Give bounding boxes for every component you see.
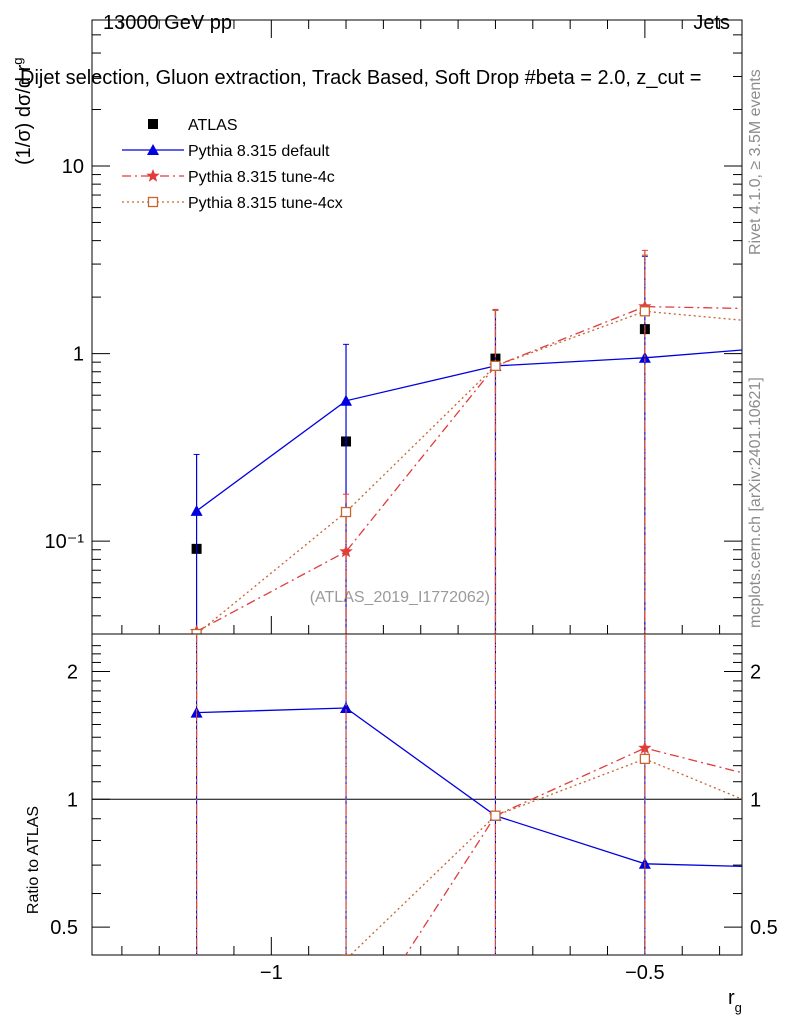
series-line <box>196 305 742 633</box>
data-point <box>191 628 202 634</box>
ratio-data-point <box>340 702 353 714</box>
ratio-series-line <box>404 747 742 955</box>
ratio-y-tick-label-right: 2 <box>750 661 761 683</box>
ratio-data-point <box>192 988 201 997</box>
legend-label: Pythia 8.315 tune-4c <box>188 169 335 186</box>
rivet-version-label: Rivet 4.1.0, ≥ 3.5M events <box>747 69 764 255</box>
ratio-frame <box>91 633 743 956</box>
data-point <box>638 351 651 363</box>
data-point <box>339 544 353 558</box>
legend-marker <box>146 169 160 182</box>
legend-marker <box>147 144 159 155</box>
series-line <box>196 310 742 634</box>
ratio-series-line <box>196 707 742 868</box>
legend-marker <box>147 196 159 208</box>
y-tick-label: 10 <box>62 156 84 178</box>
legend-label: Pythia 8.315 default <box>188 143 330 160</box>
data-point <box>340 506 352 518</box>
ratio-data-point <box>639 753 651 765</box>
y-tick-label: 1 <box>73 344 84 366</box>
series-atlas <box>191 324 650 554</box>
main-plot-area <box>189 249 742 634</box>
data-point <box>190 504 203 516</box>
ratio-y-tick-label-right: 0.5 <box>750 917 778 939</box>
ratio-y-tick-label: 2 <box>67 661 78 683</box>
plot-title: Dijet selection, Gluon extraction, Track… <box>20 67 701 89</box>
category-label: Jets <box>693 12 730 34</box>
data-point <box>639 306 651 317</box>
legend-label: ATLAS <box>188 117 238 134</box>
ratio-axis-label: Ratio to ATLAS <box>25 806 42 914</box>
series-line <box>196 349 742 512</box>
ratio-data-point <box>190 981 203 994</box>
legend-item: Pythia 8.315 tune-4c <box>122 169 335 186</box>
x-axis-label-main: r <box>728 987 735 1009</box>
ratio-series-pythia-8-315-tune-4cx <box>192 634 742 997</box>
watermark: (ATLAS_2019_I1772062) <box>310 589 490 606</box>
legend-item: Pythia 8.315 default <box>122 143 330 160</box>
x-axis-label-sub: g <box>735 1000 742 1015</box>
legend-label: Pythia 8.315 tune-4cx <box>188 195 343 212</box>
data-point <box>490 360 501 372</box>
ratio-data-point <box>340 954 352 955</box>
ratio-series-line <box>349 758 742 955</box>
x-tick-label: −0.5 <box>625 962 664 984</box>
mcplots-label: mcplots.cern.ch [arXiv:2401.10621] <box>747 377 764 628</box>
ratio-data-point <box>638 741 652 754</box>
data-point <box>340 394 353 406</box>
ratio-plot-area <box>190 634 742 997</box>
ratio-y-tick-label: 0.5 <box>50 917 78 939</box>
ratio-y-tick-label: 1 <box>67 789 78 811</box>
legend-item: ATLAS <box>148 117 238 134</box>
legend-item: Pythia 8.315 tune-4cx <box>122 195 343 212</box>
ratio-data-point <box>490 810 501 821</box>
x-axis-label: rg <box>728 987 742 1015</box>
y-axis-label: (1/σ) dσ/d rg <box>10 58 35 166</box>
ratio-series-pythia-8-315-default <box>190 634 742 955</box>
ratio-y-tick-label-right: 1 <box>750 789 761 811</box>
series-pythia-8-315-tune-4c <box>189 249 742 634</box>
legend-marker <box>148 119 158 129</box>
energy-label: 13000 GeV pp <box>103 12 232 34</box>
x-tick-label: −1 <box>260 962 283 984</box>
series-pythia-8-315-tune-4cx <box>191 254 742 634</box>
y-tick-label: 10⁻¹ <box>45 531 85 553</box>
